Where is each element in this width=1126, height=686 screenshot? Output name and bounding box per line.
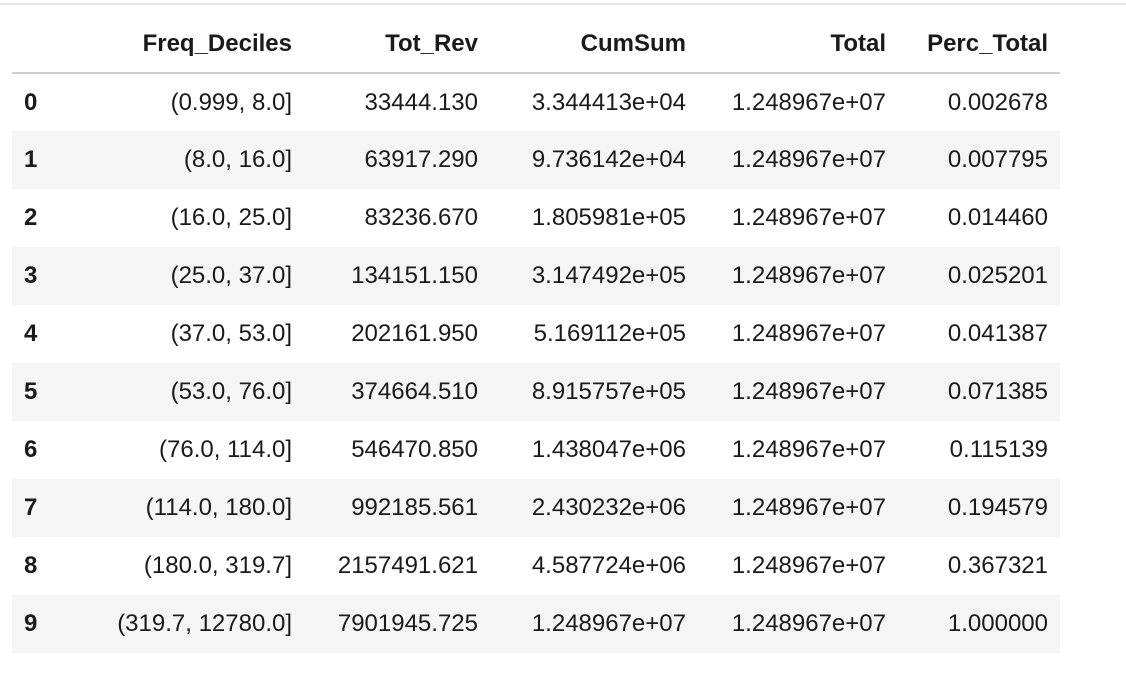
column-header-freq-deciles: Freq_Deciles [58,16,304,74]
cell-cumsum: 1.438047e+06 [531,436,686,463]
cell-total: 1.248967e+07 [731,320,886,347]
table-row: 2 (16.0, 25.0] 83236.670 1.805981e+05 1.2489… [12,189,1060,247]
cell-total: 1.248967e+07 [731,436,886,463]
cell-total: 1.248967e+07 [731,262,886,289]
column-header-tot-rev: Tot_Rev [304,16,490,74]
cell-freq-deciles: (319.7, 12780.0] [117,610,292,637]
cell-perc-total: 0.002678 [947,88,1048,116]
cell-perc-total: 0.014460 [947,204,1048,231]
header-row: Freq_Deciles Tot_Rev CumSum Total Perc_T… [12,16,1060,74]
row-index: 3 [24,262,38,289]
cell-cumsum: 4.587724e+06 [531,552,686,579]
cell-total: 1.248967e+07 [731,88,886,116]
cell-freq-deciles: (37.0, 53.0] [170,320,292,347]
cell-total: 1.248967e+07 [731,204,886,231]
cell-tot-rev: 134151.150 [351,262,478,289]
cell-tot-rev: 2157491.621 [337,552,478,579]
cell-tot-rev: 546470.850 [351,436,478,463]
cell-freq-deciles: (114.0, 180.0] [145,494,292,521]
row-index: 9 [24,610,38,637]
cell-cumsum: 1.248967e+07 [531,610,686,637]
cell-perc-total: 0.071385 [947,378,1048,405]
cell-perc-total: 1.000000 [947,610,1048,637]
table-row: 8 (180.0, 319.7] 2157491.621 4.587724e+06 1.… [12,537,1060,595]
column-header-total: Total [698,16,898,74]
cell-perc-total: 0.115139 [949,436,1048,463]
row-index: 7 [24,494,38,521]
cell-total: 1.248967e+07 [731,610,886,637]
row-index: 5 [24,378,38,405]
cell-cumsum: 2.430232e+06 [531,494,686,521]
cell-freq-deciles: (180.0, 319.7] [143,552,292,579]
cell-tot-rev: 63917.290 [364,146,478,173]
cell-perc-total: 0.194579 [947,494,1048,521]
row-index: 1 [24,146,38,173]
cell-tot-rev: 83236.670 [364,204,478,231]
cell-tot-rev: 33444.130 [364,88,478,116]
table-row: 6 (76.0, 114.0] 546470.850 1.438047e+06 1.24… [12,421,1060,479]
cell-perc-total: 0.007795 [947,146,1048,173]
column-header-cumsum: CumSum [490,16,698,74]
cell-total: 1.248967e+07 [731,494,886,521]
cell-freq-deciles: (16.0, 25.0] [170,204,292,231]
cell-perc-total: 0.041387 [947,320,1048,347]
cell-freq-deciles: (53.0, 76.0] [170,378,292,405]
cell-cumsum: 8.915757e+05 [531,378,686,405]
row-index: 0 [24,88,38,116]
row-index: 2 [24,204,38,231]
cell-cumsum: 1.805981e+05 [531,204,686,231]
row-index: 4 [24,320,38,347]
cell-total: 1.248967e+07 [731,378,886,405]
cell-cumsum: 5.169112e+05 [533,320,686,347]
cell-freq-deciles: (76.0, 114.0] [159,436,292,463]
cell-cumsum: 9.736142e+04 [531,146,686,173]
row-index: 6 [24,436,38,463]
cell-cumsum: 3.344413e+04 [531,88,686,116]
table-row: 7 (114.0, 180.0] 992185.561 2.430232e+06 1.2… [12,479,1060,537]
table-row: 4 (37.0, 53.0] 202161.950 5.169112e+05 1.248… [12,305,1060,363]
dataframe-output: Freq_Deciles Tot_Rev CumSum Total Perc_T… [12,16,1060,653]
row-index: 8 [24,552,38,579]
table-row: 9 (319.7, 12780.0] 7901945.725 1.248967e+07… [12,595,1060,653]
cell-freq-deciles: (0.999, 8.0] [170,88,292,116]
index-header [12,16,58,74]
cell-total: 1.248967e+07 [731,552,886,579]
cell-tot-rev: 374664.510 [351,378,478,405]
cell-cumsum: 3.147492e+05 [531,262,686,289]
cell-freq-deciles: (25.0, 37.0] [170,262,292,289]
cell-tot-rev: 992185.561 [351,494,478,521]
table-row: 5 (53.0, 76.0] 374664.510 8.915757e+05 1.248… [12,363,1060,421]
dataframe-table: Freq_Deciles Tot_Rev CumSum Total Perc_T… [12,16,1060,653]
cell-perc-total: 0.367321 [947,552,1048,579]
cell-tot-rev: 202161.950 [351,320,478,347]
table-row: 3 (25.0, 37.0] 134151.150 3.147492e+05 1.248… [12,247,1060,305]
cell-total: 1.248967e+07 [731,146,886,173]
table-row: 1 (8.0, 16.0] 63917.290 9.736142e+04 1.24896… [12,131,1060,189]
cell-tot-rev: 7901945.725 [337,610,478,637]
table-row: 0 (0.999, 8.0] 33444.130 3.344413e+04 1.2489… [12,73,1060,131]
cell-top-border [0,3,1126,5]
cell-perc-total: 0.025201 [947,262,1048,289]
cell-freq-deciles: (8.0, 16.0] [183,146,292,173]
column-header-perc-total: Perc_Total [898,16,1060,74]
